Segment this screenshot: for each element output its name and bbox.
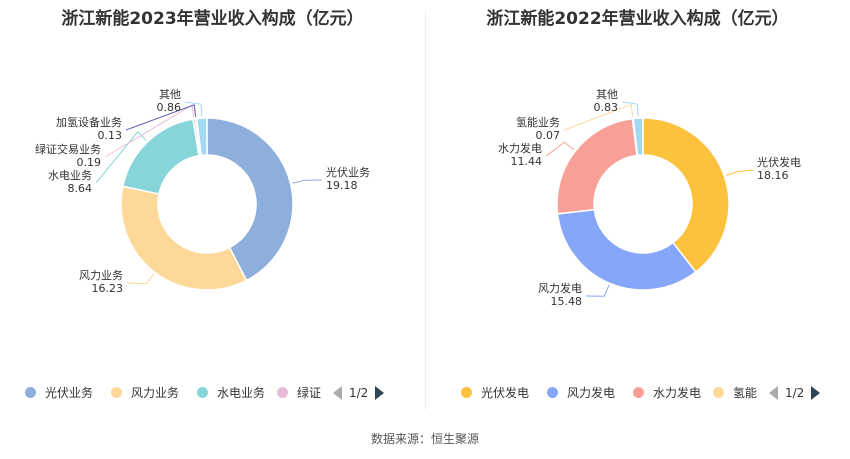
chart-2022-panel: 浙江新能2022年营业收入构成（亿元） 光伏发电 18.16 风力发电 15.48 水力… <box>425 0 850 410</box>
legend-dot-icon <box>277 387 288 398</box>
label-leader-line <box>95 131 147 184</box>
slice-value-label: 16.23 <box>92 282 124 295</box>
slice-label: 氢能业务 <box>516 115 560 129</box>
label-leader-line <box>563 104 634 131</box>
slice-value-label: 19.18 <box>326 179 358 192</box>
slice-value-label: 11.44 <box>511 155 543 168</box>
legend-label: 氢能 <box>733 386 758 400</box>
slice-value-label: 15.48 <box>551 295 583 308</box>
pie-slice-1[interactable] <box>642 117 730 273</box>
legend-item-hydro[interactable]: 水电业务 <box>197 383 265 403</box>
slice-label: 光伏发电 <box>757 155 801 169</box>
legend-label: 水电业务 <box>217 386 266 400</box>
slice-value-label: 0.19 <box>77 156 102 169</box>
label-leader-line <box>621 101 639 117</box>
prev-page-icon[interactable] <box>333 386 342 400</box>
chart-2023-legend: 光伏业务 风力业务 水电业务 绿证 1/2 <box>0 383 425 403</box>
label-leader-line <box>726 169 754 176</box>
page-indicator: 1/2 <box>785 386 805 400</box>
legend-label: 水力发电 <box>653 386 702 400</box>
slice-label: 光伏业务 <box>326 165 370 179</box>
slice-label: 加氢设备业务 <box>56 115 122 129</box>
legend-dot-icon <box>461 387 472 398</box>
pie-slice-2[interactable] <box>120 185 248 291</box>
legend-dot-icon <box>633 387 644 398</box>
slice-label: 其他 <box>159 88 181 101</box>
pie-slice-3[interactable] <box>556 117 638 215</box>
slice-value-label: 0.83 <box>594 101 619 114</box>
chart-2022-title: 浙江新能2022年营业收入构成（亿元） <box>486 9 789 29</box>
pie-slice-5[interactable] <box>632 117 644 157</box>
page-indicator: 1/2 <box>349 386 369 400</box>
legend-label: 绿证 <box>297 386 322 400</box>
slice-label: 风力业务 <box>79 269 123 282</box>
legend-dot-icon <box>197 387 208 398</box>
legend-item-solar[interactable]: 光伏业务 <box>25 383 93 403</box>
slice-label: 风力发电 <box>538 281 582 295</box>
legend-dot-icon <box>111 387 122 398</box>
prev-page-icon[interactable] <box>769 386 778 400</box>
slice-label: 水力发电 <box>498 141 542 155</box>
label-leader-line <box>585 284 610 297</box>
label-leader-line <box>292 179 323 184</box>
legend-label: 光伏业务 <box>45 386 94 400</box>
label-leader-line <box>125 104 197 131</box>
label-leader-line <box>126 273 155 285</box>
pie-slice-3[interactable] <box>121 118 200 195</box>
legend-dot-icon <box>713 387 724 398</box>
slice-value-label: 0.07 <box>536 129 561 142</box>
slice-label: 其他 <box>596 88 618 101</box>
legend-item-green-cert[interactable]: 绿证 <box>277 383 321 403</box>
chart-2023-title: 浙江新能2023年营业收入构成（亿元） <box>61 9 364 29</box>
pie-slice-2[interactable] <box>556 208 697 291</box>
label-leader-line <box>545 141 575 157</box>
slice-label: 绿证交易业务 <box>35 142 101 156</box>
slice-value-label: 0.13 <box>98 129 123 142</box>
slice-label: 水电业务 <box>48 169 92 182</box>
pie-slice-1[interactable] <box>206 117 294 282</box>
legend-item-hydrogen[interactable]: 氢能 <box>713 383 757 403</box>
legend-pager: 1/2 <box>769 383 821 403</box>
chart-2022-legend: 光伏发电 风力发电 水力发电 氢能 1/2 <box>425 383 850 403</box>
legend-label: 风力业务 <box>131 386 180 400</box>
slice-value-label: 0.86 <box>157 101 182 114</box>
legend-pager: 1/2 <box>333 383 385 403</box>
next-page-icon[interactable] <box>811 386 821 400</box>
slice-value-label: 8.64 <box>68 182 93 195</box>
pie-slice-6[interactable] <box>195 117 208 157</box>
legend-item-wind[interactable]: 风力业务 <box>111 383 179 403</box>
data-source-note: 数据来源：恒生聚源 <box>370 432 479 446</box>
legend-label: 光伏发电 <box>481 386 530 400</box>
legend-dot-icon <box>25 387 36 398</box>
chart-2023-panel: 浙江新能2023年营业收入构成（亿元） 光伏业务 19.18 风力业务 16.23 水电… <box>0 0 425 410</box>
next-page-icon[interactable] <box>375 386 385 400</box>
legend-dot-icon <box>547 387 558 398</box>
panel-divider <box>425 10 426 410</box>
legend-item-hydro[interactable]: 水力发电 <box>633 383 701 403</box>
slice-value-label: 18.16 <box>757 169 789 182</box>
label-leader-line <box>184 101 203 117</box>
legend-item-solar[interactable]: 光伏发电 <box>461 383 529 403</box>
legend-label: 风力发电 <box>567 386 616 400</box>
legend-item-wind[interactable]: 风力发电 <box>547 383 615 403</box>
